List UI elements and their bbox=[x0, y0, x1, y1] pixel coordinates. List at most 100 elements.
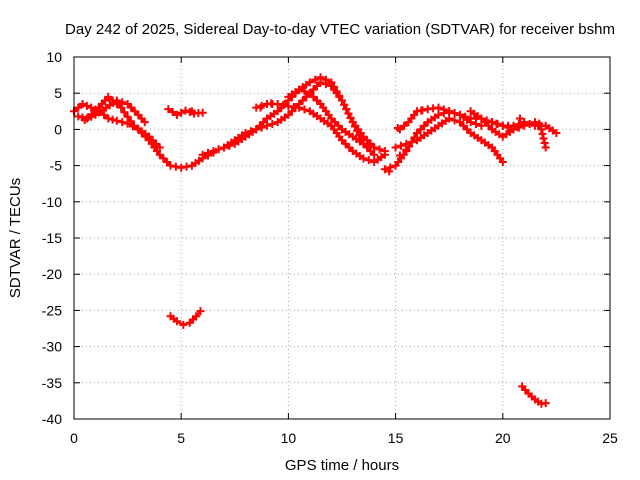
data-point bbox=[118, 118, 127, 127]
series-arc-14 bbox=[166, 307, 205, 329]
data-point bbox=[273, 107, 282, 116]
data-point bbox=[400, 121, 409, 130]
data-point bbox=[126, 117, 135, 126]
data-point bbox=[104, 92, 113, 101]
data-point bbox=[268, 119, 277, 128]
data-point bbox=[309, 85, 318, 94]
data-point bbox=[346, 113, 355, 122]
data-point bbox=[359, 154, 368, 163]
data-point bbox=[312, 81, 321, 90]
data-point bbox=[196, 307, 205, 316]
y-tick-label: -20 bbox=[42, 266, 62, 282]
data-point bbox=[82, 101, 91, 110]
data-point bbox=[439, 105, 448, 114]
grid-lines bbox=[74, 57, 610, 419]
data-point bbox=[123, 112, 132, 121]
data-point bbox=[214, 145, 223, 154]
data-point bbox=[488, 118, 497, 127]
data-point bbox=[498, 121, 507, 130]
data-point bbox=[515, 114, 524, 123]
data-point bbox=[298, 96, 307, 105]
data-point bbox=[74, 112, 83, 121]
data-point bbox=[204, 148, 212, 157]
data-point bbox=[552, 129, 561, 138]
x-tick-label: 10 bbox=[281, 430, 297, 446]
data-point bbox=[445, 114, 454, 123]
x-tick-label: 0 bbox=[70, 430, 78, 446]
data-point bbox=[535, 119, 544, 128]
data-point bbox=[177, 163, 186, 172]
data-point bbox=[312, 96, 321, 105]
y-tick-label: 10 bbox=[46, 49, 62, 65]
data-point bbox=[252, 125, 261, 134]
data-point bbox=[279, 101, 288, 110]
data-point bbox=[104, 114, 113, 123]
y-tick-label: -10 bbox=[42, 194, 62, 210]
data-point bbox=[164, 105, 173, 114]
data-point bbox=[168, 108, 177, 117]
data-point bbox=[334, 121, 343, 130]
data-point bbox=[540, 138, 549, 147]
data-point bbox=[321, 75, 330, 84]
data-point bbox=[538, 129, 547, 138]
data-point bbox=[127, 103, 136, 112]
data-point bbox=[364, 156, 373, 165]
series-arc-15 bbox=[518, 382, 550, 408]
data-point bbox=[518, 382, 527, 391]
data-point bbox=[148, 136, 157, 145]
data-point bbox=[348, 118, 357, 127]
data-point bbox=[108, 96, 117, 105]
data-point bbox=[520, 121, 529, 130]
data-point bbox=[345, 143, 354, 152]
data-point bbox=[393, 123, 402, 132]
data-point bbox=[130, 107, 139, 116]
y-tick-label: -30 bbox=[42, 339, 62, 355]
data-point bbox=[118, 98, 127, 107]
data-point bbox=[123, 100, 132, 109]
data-point bbox=[94, 103, 103, 112]
data-point bbox=[380, 165, 389, 174]
data-point bbox=[484, 121, 493, 130]
data-point bbox=[87, 103, 96, 112]
data-point bbox=[364, 141, 373, 150]
y-tick-label: -15 bbox=[42, 230, 62, 246]
data-point bbox=[391, 143, 400, 152]
data-point bbox=[179, 320, 188, 329]
data-point bbox=[330, 118, 339, 127]
tick-marks bbox=[73, 56, 611, 420]
data-point bbox=[108, 115, 117, 124]
data-point bbox=[259, 118, 268, 127]
data-point bbox=[166, 161, 175, 170]
x-tick-label: 20 bbox=[495, 430, 511, 446]
y-axis-title: SDTVAR / TECUs bbox=[7, 178, 24, 298]
y-tick-label: 0 bbox=[54, 121, 62, 137]
data-point bbox=[353, 126, 362, 135]
data-point bbox=[539, 134, 548, 143]
data-point bbox=[434, 110, 443, 119]
data-point bbox=[340, 100, 349, 109]
data-point bbox=[366, 147, 375, 156]
data-point bbox=[316, 73, 325, 82]
x-tick-label: 15 bbox=[388, 430, 404, 446]
data-point bbox=[74, 103, 83, 112]
data-point bbox=[396, 141, 405, 150]
x-tick-label: 5 bbox=[177, 430, 185, 446]
data-point bbox=[477, 114, 486, 123]
data-point bbox=[198, 108, 207, 117]
data-point bbox=[498, 157, 507, 166]
data-point bbox=[450, 116, 459, 125]
data-point bbox=[187, 107, 196, 116]
data-point bbox=[455, 118, 464, 127]
data-point bbox=[341, 139, 350, 148]
data-point bbox=[112, 116, 121, 125]
data-point bbox=[162, 157, 171, 166]
data-point bbox=[155, 143, 164, 152]
data-point bbox=[181, 106, 190, 115]
data-point bbox=[311, 75, 320, 84]
x-tick-label: 25 bbox=[602, 430, 618, 446]
data-point bbox=[530, 118, 539, 127]
data-point bbox=[152, 139, 161, 148]
series-arc-8 bbox=[284, 85, 379, 152]
data-point bbox=[480, 118, 489, 127]
data-point bbox=[300, 87, 309, 96]
